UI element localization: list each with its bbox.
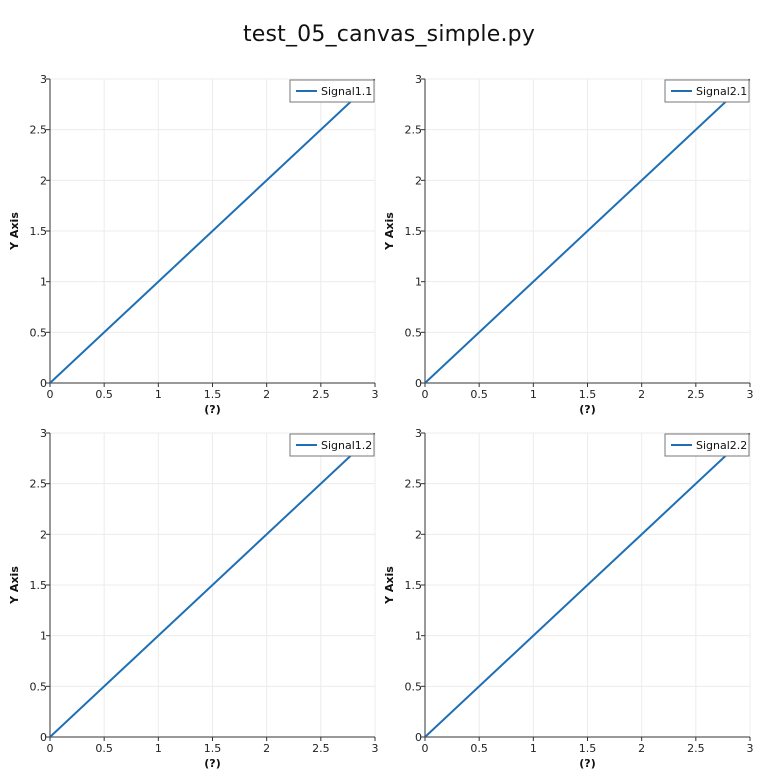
y-tick-label: 1.5	[405, 225, 423, 238]
y-tick-label: 0.5	[405, 326, 423, 339]
legend-label: Signal1.1	[321, 85, 372, 98]
x-tick-label: 2	[638, 742, 645, 755]
x-tick-label: 2	[638, 388, 645, 401]
series-line	[425, 433, 750, 737]
legend-label: Signal2.1	[696, 85, 747, 98]
x-tick-label: 0	[422, 742, 429, 755]
y-tick-label: 3	[415, 73, 422, 86]
y-tick-label: 3	[40, 427, 47, 440]
y-axis-title: Y Axis	[8, 566, 21, 605]
y-axis-title: Y Axis	[383, 212, 396, 251]
x-tick-label: 1.5	[579, 388, 597, 401]
x-axis-title: (?)	[204, 403, 220, 416]
x-tick-label: 1.5	[204, 388, 222, 401]
x-tick-label: 3	[747, 388, 754, 401]
x-tick-label: 3	[372, 388, 379, 401]
chart-panel-4: 0 0.5 1 1.5 2 2.5 3 0 0.5 1 1.5 2 2.5 3 (?) Y Axis Signa…	[383, 427, 754, 770]
x-tick-label: 0.5	[470, 388, 488, 401]
y-tick-label: 2.5	[405, 478, 423, 491]
legend-box	[664, 433, 750, 457]
x-tick-label: 2.5	[312, 742, 330, 755]
x-tick-label: 3	[372, 742, 379, 755]
y-tick-label: 1.5	[30, 225, 48, 238]
y-axis-title: Y Axis	[383, 566, 396, 605]
y-tick-label: 0	[40, 731, 47, 744]
x-tick-label: 1.5	[204, 742, 222, 755]
series-line	[425, 79, 750, 383]
y-tick-label: 3	[40, 73, 47, 86]
y-tick-label: 2.5	[30, 478, 48, 491]
x-tick-label: 0	[422, 388, 429, 401]
y-tick-label: 1	[40, 630, 47, 643]
series-line	[50, 433, 375, 737]
y-tick-label: 0	[415, 731, 422, 744]
x-tick-label: 0	[47, 388, 54, 401]
legend-box	[664, 79, 750, 103]
legend-box	[289, 433, 375, 457]
y-tick-label: 1	[415, 276, 422, 289]
x-tick-label: 0	[47, 742, 54, 755]
series-line	[50, 79, 375, 383]
y-tick-label: 1.5	[30, 579, 48, 592]
legend-box	[289, 79, 375, 103]
page-title: test_05_canvas_simple.py	[242, 22, 536, 47]
y-axis-title: Y Axis	[8, 212, 21, 251]
y-tick-label: 1	[415, 630, 422, 643]
y-tick-label: 2	[40, 528, 47, 541]
x-tick-label: 2.5	[687, 742, 705, 755]
y-tick-label: 3	[415, 427, 422, 440]
x-tick-label: 2	[263, 742, 270, 755]
x-tick-label: 1	[530, 388, 537, 401]
x-tick-label: 1	[155, 742, 162, 755]
x-axis-title: (?)	[204, 757, 220, 770]
x-tick-label: 0.5	[470, 742, 488, 755]
legend-label: Signal2.2	[696, 439, 747, 452]
y-tick-label: 2	[415, 174, 422, 187]
y-tick-label: 2.5	[405, 124, 423, 137]
x-tick-label: 0.5	[95, 388, 113, 401]
y-tick-label: 2	[415, 528, 422, 541]
y-tick-label: 0	[415, 377, 422, 390]
x-tick-label: 3	[747, 742, 754, 755]
y-tick-label: 0	[40, 377, 47, 390]
y-tick-label: 1.5	[405, 579, 423, 592]
y-tick-label: 0.5	[30, 326, 48, 339]
x-tick-label: 1	[155, 388, 162, 401]
x-tick-label: 1	[530, 742, 537, 755]
x-tick-label: 0.5	[95, 742, 113, 755]
y-tick-label: 2.5	[30, 124, 48, 137]
y-tick-label: 2	[40, 174, 47, 187]
x-axis-title: (?)	[579, 403, 595, 416]
y-tick-label: 1	[40, 276, 47, 289]
x-tick-label: 2.5	[687, 388, 705, 401]
chart-panel-1: 0 0.5 1 1.5 2 2.5 3 0 0.5 1 1.5 2 2.5 3 (?) Y Axis Signa…	[8, 73, 379, 416]
chart-panel-3: 0 0.5 1 1.5 2 2.5 3 0 0.5 1 1.5 2 2.5 3 (?) Y Axis Signa…	[8, 427, 379, 770]
x-tick-label: 2.5	[312, 388, 330, 401]
y-tick-label: 0.5	[30, 680, 48, 693]
y-tick-label: 0.5	[405, 680, 423, 693]
chart-panel-2: 0 0.5 1 1.5 2 2.5 3 0 0.5 1 1.5 2 2.5 3 (?) Y Axis Signa…	[383, 73, 754, 416]
legend-label: Signal1.2	[321, 439, 372, 452]
x-tick-label: 2	[263, 388, 270, 401]
x-axis-title: (?)	[579, 757, 595, 770]
x-tick-label: 1.5	[579, 742, 597, 755]
